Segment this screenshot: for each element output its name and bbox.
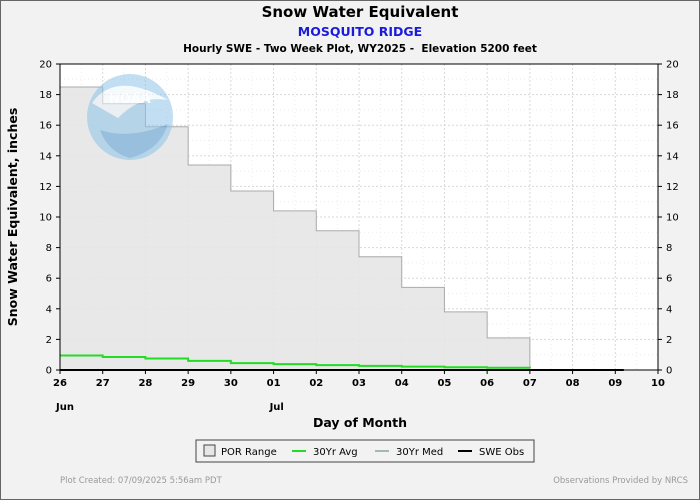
y-axis-label: Snow Water Equivalent, inches (5, 108, 20, 327)
y-tick-label-right: 2 (666, 335, 672, 346)
x-tick-label: 07 (523, 378, 537, 389)
y-tick-label-right: 4 (666, 304, 672, 315)
y-tick-label-right: 10 (666, 213, 679, 224)
chart-subtitle: MOSQUITO RIDGE (298, 24, 422, 39)
legend-swatch-por-range (203, 444, 216, 457)
y-tick-label-left: 0 (46, 366, 52, 377)
x-tick-label: 01 (267, 378, 281, 389)
y-tick-label-left: 8 (46, 243, 52, 254)
y-tick-label-right: 0 (666, 366, 672, 377)
x-tick-label: 06 (480, 378, 494, 389)
y-tick-label-left: 12 (39, 182, 52, 193)
legend-label-30yr-med: 30Yr Med (396, 447, 443, 458)
legend: POR Range 30Yr Avg 30Yr Med SWE Obs (195, 439, 535, 463)
y-tick-label-left: 2 (46, 335, 52, 346)
month-label: Jun (55, 402, 74, 413)
x-tick-label: 27 (96, 378, 110, 389)
x-axis-label: Day of Month (313, 415, 407, 430)
x-tick-label: 02 (309, 378, 323, 389)
y-tick-label-right: 8 (666, 243, 672, 254)
legend-label-por-range: POR Range (221, 447, 277, 458)
y-tick-label-left: 6 (46, 274, 52, 285)
x-tick-label: 29 (181, 378, 195, 389)
chart-title: Snow Water Equivalent (262, 3, 459, 21)
por-range-area (60, 86, 530, 370)
y-tick-label-right: 16 (666, 121, 679, 132)
y-tick-label-left: 16 (39, 121, 52, 132)
y-tick-label-left: 18 (39, 90, 52, 101)
month-label: Jul (269, 402, 284, 413)
legend-box (195, 439, 535, 463)
y-tick-label-left: 14 (39, 151, 52, 162)
y-tick-label-left: 10 (39, 213, 52, 224)
plot-created-text: Plot Created: 07/09/2025 5:56am PDT (60, 476, 223, 486)
x-tick-label: 30 (224, 378, 238, 389)
x-tick-label: 05 (437, 378, 451, 389)
x-tick-label: 10 (651, 378, 665, 389)
y-tick-label-left: 4 (46, 304, 52, 315)
y-tick-label-right: 20 (666, 60, 679, 71)
legend-label-swe-obs: SWE Obs (479, 447, 524, 458)
x-tick-label: 08 (566, 378, 580, 389)
noaa-logo-icon: NOAA (87, 74, 173, 160)
y-tick-label-right: 14 (666, 151, 679, 162)
y-tick-label-left: 20 (39, 60, 52, 71)
x-tick-label: 26 (53, 378, 67, 389)
chart-subtitle-2: Hourly SWE - Two Week Plot, WY2025 - Ele… (183, 43, 537, 55)
x-tick-label: 09 (608, 378, 622, 389)
series-30yr-avg (60, 354, 531, 369)
x-tick-label: 28 (138, 378, 152, 389)
y-tick-label-right: 12 (666, 182, 679, 193)
y-tick-label-right: 6 (666, 274, 672, 285)
observations-provided-text: Observations Provided by NRCS (553, 476, 688, 486)
x-tick-label: 04 (395, 378, 409, 389)
x-tick-label: 03 (352, 378, 366, 389)
y-tick-label-right: 18 (666, 90, 679, 101)
legend-label-30yr-avg: 30Yr Avg (313, 447, 358, 458)
noaa-logo-text: NOAA (109, 92, 151, 107)
